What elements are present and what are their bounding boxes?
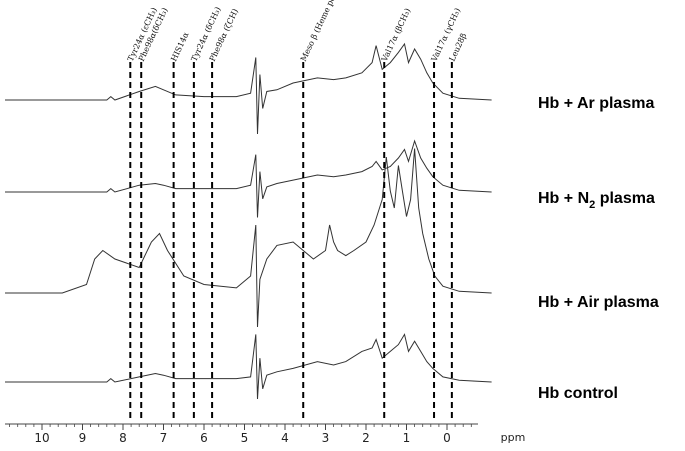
- tick-label: 10: [34, 431, 49, 445]
- reference-label: Leu28β: [448, 32, 469, 63]
- series-label: Hb + N2 plasma: [538, 190, 655, 211]
- series-label: Hb + Air plasma: [538, 294, 659, 311]
- tick-label: 8: [119, 431, 127, 445]
- reference-label: Meso β (Heme peak): [299, 0, 343, 63]
- series-label: Hb + Ar plasma: [538, 95, 654, 112]
- tick-label: 6: [200, 431, 208, 445]
- tick-label: 7: [160, 431, 168, 445]
- x-axis-major-ticks: [41, 424, 448, 430]
- tick-label: 3: [322, 431, 330, 445]
- spectrum-trace: [5, 333, 492, 400]
- spectrum-trace: [5, 139, 492, 218]
- tick-label: 1: [403, 431, 411, 445]
- tick-label: 5: [241, 431, 249, 445]
- series-labels: Hb + Ar plasma Hb + N2 plasma Hb + Air pla…: [538, 95, 659, 402]
- reference-label: HIS14α: [169, 30, 191, 63]
- reference-lines: [129, 62, 453, 421]
- tick-label: 2: [362, 431, 370, 445]
- series-label: Hb control: [538, 385, 618, 402]
- x-axis: 10 9 8 7 6 5 4 3 2 1 0 ppm: [5, 423, 526, 445]
- spectrum-trace: [5, 148, 492, 328]
- tick-label: 9: [79, 431, 87, 445]
- x-axis-unit-label: ppm: [501, 431, 526, 444]
- tick-label: 4: [281, 431, 289, 445]
- x-axis-tick-labels: 10 9 8 7 6 5 4 3 2 1 0: [34, 431, 450, 445]
- spectra-traces: [5, 42, 492, 400]
- spectrum-trace: [5, 42, 492, 135]
- tick-label: 0: [443, 431, 451, 445]
